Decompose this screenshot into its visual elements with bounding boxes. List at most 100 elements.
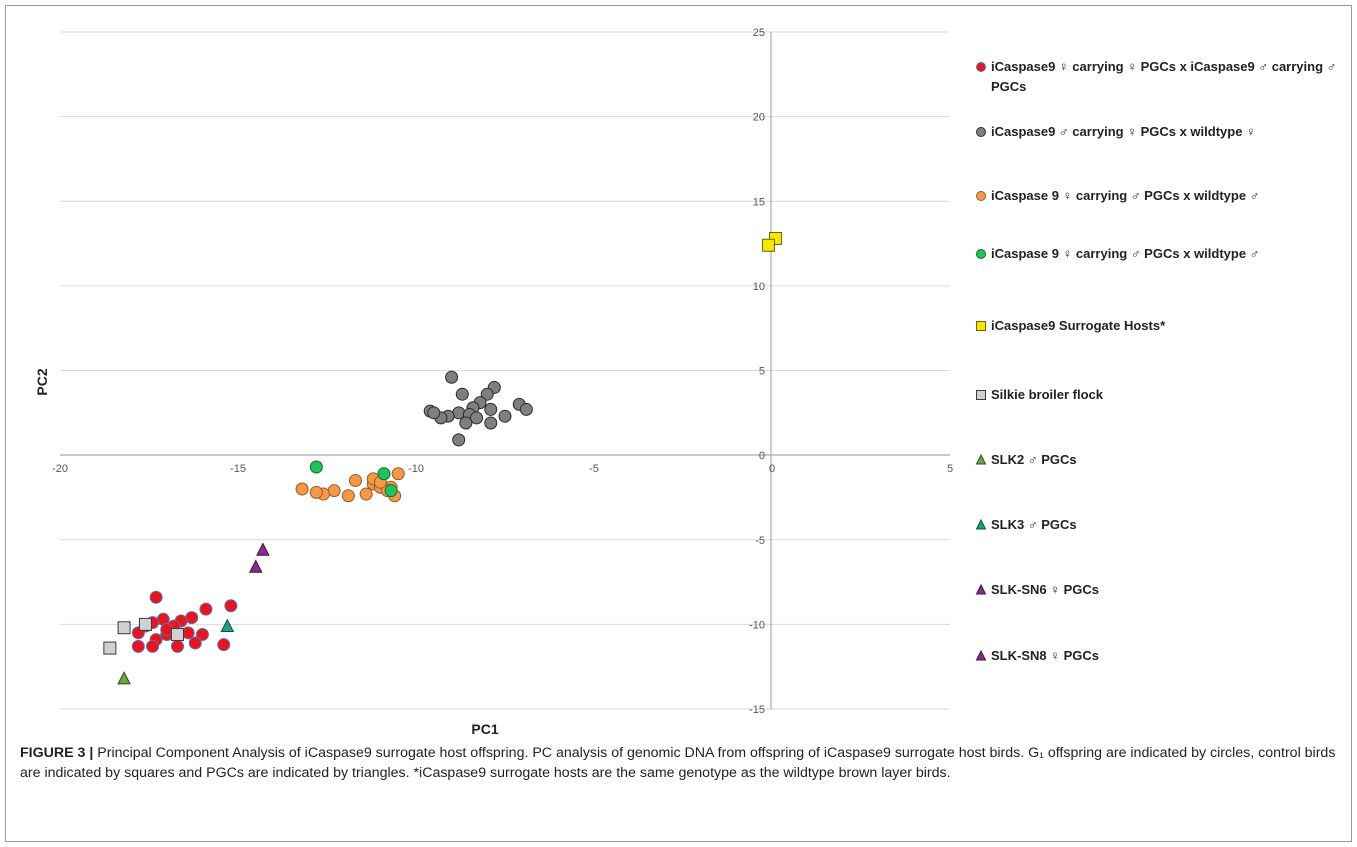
- y-tick-label: 25: [753, 27, 765, 39]
- legend-label: SLK2 ♂ PGCs: [991, 452, 1077, 467]
- grid-layer: [60, 31, 950, 710]
- data-point: [519, 402, 533, 416]
- figure-caption-text: Principal Component Analysis of iCaspase…: [20, 745, 1336, 781]
- x-tick-label: -15: [230, 463, 246, 475]
- legend-marker-shape: [976, 249, 986, 259]
- data-point: [224, 599, 238, 613]
- data-point: [103, 641, 117, 655]
- data-point: [452, 433, 466, 447]
- y-axis-title: PC2: [34, 368, 50, 395]
- data-point: [295, 482, 309, 496]
- legend-marker-shape: [975, 583, 987, 595]
- data-point: [138, 617, 152, 631]
- legend-label: Silkie broiler flock: [991, 387, 1103, 402]
- scatter-plot: -20 -15 -10 -5 0 5 -15 -10 -5 0 5 10 15 20 25 PC1 PC2: [34, 27, 953, 737]
- data-point: [256, 542, 270, 556]
- data-points: [103, 231, 783, 685]
- data-point: [199, 602, 213, 616]
- legend-marker-shape: [976, 62, 986, 72]
- x-tick-label: 0: [769, 463, 775, 475]
- data-point: [195, 628, 209, 642]
- figure-frame: [5, 5, 1352, 842]
- y-tick-label: -15: [749, 704, 765, 716]
- data-point: [309, 460, 323, 474]
- legend-marker-shape: [976, 321, 986, 331]
- legend-marker: [975, 649, 987, 661]
- x-axis-title: PC1: [471, 721, 498, 737]
- series-6: [117, 671, 131, 685]
- data-point: [131, 639, 145, 653]
- series-3: [309, 460, 398, 498]
- series-9: [248, 559, 263, 573]
- legend-marker-shape: [976, 127, 986, 137]
- series-5: [103, 617, 184, 655]
- legend-label: SLK-SN8 ♀ PGCs: [991, 648, 1099, 663]
- data-point: [455, 387, 469, 401]
- data-point: [348, 474, 362, 488]
- legend-item: iCaspase9 ♂ carrying ♀ PGCs x wildtype ♀: [975, 122, 1345, 142]
- data-point: [149, 590, 163, 604]
- figure-caption-label: FIGURE 3 |: [20, 745, 94, 761]
- legend-item: Silkie broiler flock: [975, 385, 1345, 405]
- data-point: [391, 467, 405, 481]
- x-tick-label: -5: [589, 463, 599, 475]
- data-point: [146, 639, 160, 653]
- data-point: [484, 402, 498, 416]
- data-point: [452, 406, 466, 420]
- tick-labels: -20 -15 -10 -5 0 5 -15 -10 -5 0 5 10 15 20 25: [52, 27, 953, 716]
- series-7: [220, 618, 235, 632]
- data-point: [309, 485, 323, 499]
- legend-item: iCaspase 9 ♀ carrying ♂ PGCs x wildtype …: [975, 186, 1345, 206]
- data-point: [470, 411, 484, 425]
- legend-item: iCaspase9 Surrogate Hosts*: [975, 316, 1345, 336]
- data-point: [359, 487, 373, 501]
- data-point: [384, 484, 398, 498]
- data-point: [445, 370, 459, 384]
- legend-label: iCaspase 9 ♀ carrying ♂ PGCs x wildtype …: [991, 188, 1260, 203]
- legend-marker: [976, 62, 986, 72]
- legend-item: SLK-SN8 ♀ PGCs: [975, 646, 1345, 666]
- y-tick-label: -5: [755, 535, 765, 547]
- data-point: [498, 409, 512, 423]
- series-8: [256, 542, 270, 556]
- data-point: [377, 467, 391, 481]
- series-1: [423, 370, 533, 447]
- legend-marker: [976, 390, 986, 400]
- data-point: [185, 611, 199, 625]
- legend-item: iCaspase9 ♀ carrying ♀ PGCs x iCaspase9 …: [975, 57, 1345, 97]
- y-tick-label: 0: [759, 450, 765, 462]
- data-point: [117, 621, 131, 635]
- data-point: [484, 416, 498, 430]
- legend-item: SLK3 ♂ PGCs: [975, 515, 1345, 535]
- data-point: [459, 416, 473, 430]
- data-point: [341, 489, 355, 503]
- chart-legend: iCaspase9 ♀ carrying ♀ PGCs x iCaspase9 …: [975, 0, 1350, 720]
- legend-marker: [975, 518, 987, 530]
- data-point: [480, 387, 494, 401]
- y-tick-label: -10: [749, 619, 765, 631]
- legend-marker: [976, 249, 986, 259]
- legend-label: SLK-SN6 ♀ PGCs: [991, 582, 1099, 597]
- data-point: [217, 638, 231, 652]
- axes-layer: [60, 32, 950, 709]
- legend-marker: [976, 191, 986, 201]
- legend-marker-shape: [976, 390, 986, 400]
- x-tick-label: -20: [52, 463, 68, 475]
- data-point: [761, 238, 775, 252]
- legend-marker-shape: [975, 518, 987, 530]
- y-tick-label: 10: [753, 281, 765, 293]
- legend-marker: [976, 127, 986, 137]
- legend-label: iCaspase9 ♂ carrying ♀ PGCs x wildtype ♀: [991, 124, 1256, 139]
- legend-label: iCaspase9 ♀ carrying ♀ PGCs x iCaspase9 …: [991, 59, 1337, 94]
- data-point: [188, 636, 202, 650]
- legend-marker: [975, 583, 987, 595]
- x-tick-label: -10: [408, 463, 424, 475]
- legend-item: iCaspase 9 ♀ carrying ♂ PGCs x wildtype …: [975, 244, 1345, 264]
- legend-item: SLK-SN6 ♀ PGCs: [975, 580, 1345, 600]
- y-tick-label: 5: [759, 366, 765, 378]
- data-point: [248, 559, 263, 573]
- legend-label: SLK3 ♂ PGCs: [991, 517, 1077, 532]
- data-point: [327, 484, 341, 498]
- legend-marker-shape: [975, 453, 987, 465]
- data-point: [170, 628, 184, 642]
